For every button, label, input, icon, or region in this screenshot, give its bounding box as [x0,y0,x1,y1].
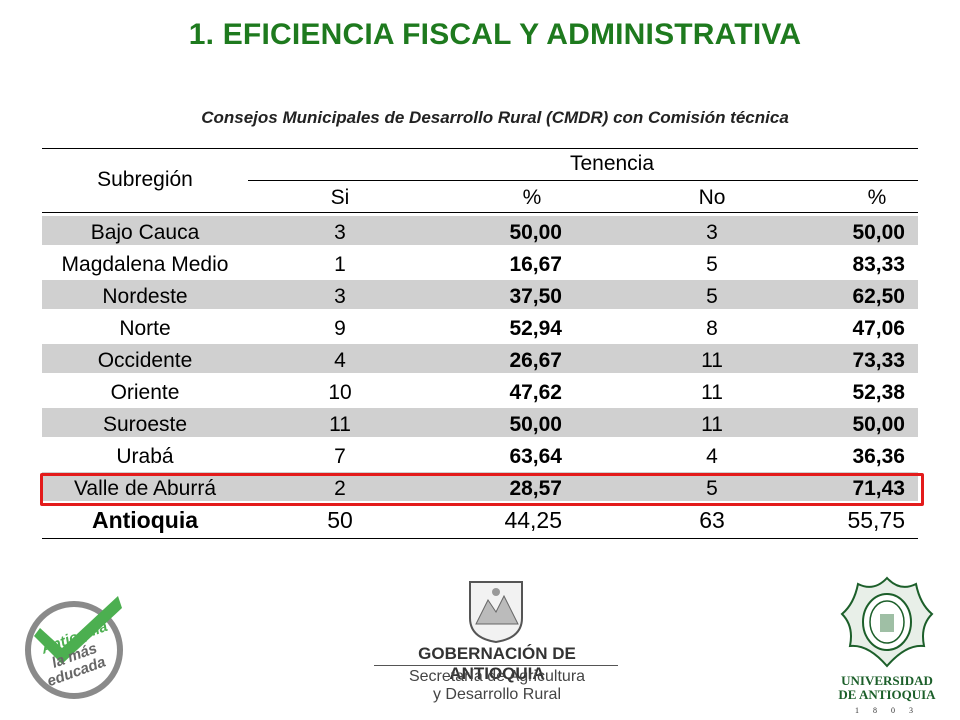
row-pct-no: 73,33 [852,349,905,372]
row-subregion: Magdalena Medio [61,253,229,276]
row-no: 11 [701,381,723,404]
row-pct-si: 52,94 [509,317,562,340]
row-si: 3 [334,221,346,244]
total-si: 50 [327,507,353,533]
total-subregion: Antioquia [91,507,199,533]
check-icon: Antioquia la más educada [25,596,123,699]
header-tenencia: Tenencia [569,152,655,175]
header-no: No [698,186,726,209]
row-pct-si: 50,00 [509,221,562,244]
antioquia-educada-logo: Antioquia la más educada [22,590,134,700]
secretaria-line2: y Desarrollo Rural [432,686,562,703]
gobernacion-rule [374,665,618,666]
row-no: 8 [706,317,718,340]
row-no: 11 [701,413,723,436]
table-row: Oriente 10 47,62 11 52,38 [42,376,918,405]
row-pct-no: 47,06 [852,317,905,340]
total-pct-no: 55,75 [847,507,905,533]
row-si: 1 [334,253,346,276]
row-subregion: Norte [119,317,171,340]
table-row: Norte 9 52,94 8 47,06 [42,312,918,341]
udea-name-line2: DE ANTIOQUIA [838,687,936,702]
row-subregion: Oriente [110,381,180,404]
row-pct-si: 47,62 [509,381,562,404]
table-total-row: Antioquia 50 44,25 63 55,75 [42,504,918,536]
header-subregion: Subregión [97,168,193,191]
total-pct-si: 44,25 [504,507,562,533]
table-row: Urabá 7 63,64 4 36,36 [42,440,918,469]
header-pct-si: % [522,186,542,209]
udea-year: 1 8 0 3 [855,706,919,715]
row-no: 11 [701,349,723,372]
coat-of-arms-icon [469,581,523,644]
row-subregion: Bajo Cauca [90,221,200,244]
row-pct-si: 37,50 [509,285,562,308]
row-pct-no: 36,36 [852,445,905,468]
table-row: Occidente 4 26,67 11 73,33 [42,344,918,373]
table-bottom-rule [42,538,918,539]
row-pct-si: 50,00 [509,413,562,436]
row-pct-si: 28,57 [509,477,562,500]
udea-name-line1: UNIVERSIDAD [841,673,933,688]
udea-logo: UNIVERSIDAD DE ANTIOQUIA 1 8 0 3 [828,574,946,715]
row-subregion: Urabá [116,445,174,468]
table-row: Magdalena Medio 1 16,67 5 83,33 [42,248,918,277]
row-no: 5 [706,477,718,500]
header-bottom-rule [42,212,918,213]
row-si: 7 [334,445,346,468]
row-pct-no: 71,43 [852,477,905,500]
table-row: Nordeste 3 37,50 5 62,50 [42,280,918,309]
row-pct-no: 50,00 [852,221,905,244]
gobernacion-name: GOBERNACIÓN DE ANTIOQUIA [418,644,576,683]
highlight-box [40,473,924,506]
row-no: 5 [706,253,718,276]
header-si: Si [330,186,350,209]
row-si: 9 [334,317,346,340]
table-row: Valle de Aburrá 2 28,57 5 71,43 [42,472,918,501]
row-pct-si: 16,67 [509,253,562,276]
row-si: 4 [334,349,346,372]
row-si: 3 [334,285,346,308]
table-row: Bajo Cauca 3 50,00 3 50,00 [42,216,918,245]
row-si: 10 [328,381,352,404]
row-no: 5 [706,285,718,308]
slide-title: 1. EFICIENCIA FISCAL Y ADMINISTRATIVA [188,18,802,51]
row-no: 4 [706,445,718,468]
header-pct-no: % [867,186,887,209]
group-rule [248,180,918,181]
total-no: 63 [699,507,725,533]
row-si: 11 [329,413,351,436]
slide-subtitle: Consejos Municipales de Desarrollo Rural… [201,108,789,127]
row-pct-no: 52,38 [852,381,905,404]
row-subregion: Nordeste [102,285,188,308]
row-subregion: Suroeste [102,413,188,436]
row-pct-si: 63,64 [509,445,562,468]
row-no: 3 [706,221,718,244]
udea-seal-icon [840,576,934,668]
row-pct-no: 62,50 [852,285,905,308]
row-subregion: Valle de Aburrá [73,477,217,500]
row-pct-no: 83,33 [852,253,905,276]
row-subregion: Occidente [97,349,193,372]
secretaria-line1: Secretaría de Agricultura [408,668,586,685]
row-pct-si: 26,67 [509,349,562,372]
row-si: 2 [334,477,346,500]
row-pct-no: 50,00 [852,413,905,436]
table-top-rule [42,148,918,149]
table-row: Suroeste 11 50,00 11 50,00 [42,408,918,437]
gobernacion-logo: GOBERNACIÓN DE ANTIOQUIA Secretaría de A… [372,578,622,708]
